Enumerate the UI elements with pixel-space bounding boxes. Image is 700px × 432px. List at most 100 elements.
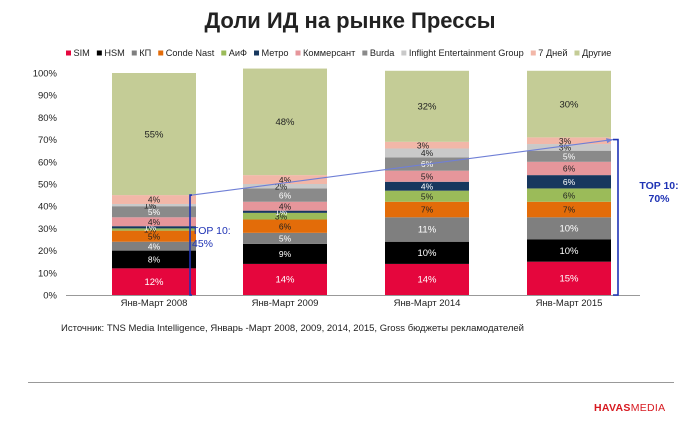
x-tick-label-0: Янв-Март 2008 xyxy=(121,298,188,309)
bar-segment-1-3 xyxy=(527,239,611,262)
y-tick-label: 40% xyxy=(38,202,58,213)
bar-segment-5-1 xyxy=(243,210,327,213)
bar-segment-6-3 xyxy=(527,161,611,176)
bar-label-5-1: 1% xyxy=(275,207,288,217)
legend-swatch-3 xyxy=(158,50,164,56)
bar-label-2-1: 5% xyxy=(279,234,292,244)
bar-label-4-0: 1% xyxy=(144,225,157,235)
bar-label-0-1: 14% xyxy=(275,275,295,286)
top10-left-value: 45% xyxy=(192,238,214,250)
bar-segment-10-2 xyxy=(385,70,469,142)
bar-label-1-3: 10% xyxy=(559,246,579,257)
bar-segment-4-0 xyxy=(112,228,196,231)
top10-right-value: 70% xyxy=(648,193,670,205)
top10-left-label: TOP 10: xyxy=(192,225,231,237)
havas-media-logo: HAVASMEDIA xyxy=(594,402,666,414)
bar-segment-0-2 xyxy=(385,263,469,295)
bar-label-4-3: 6% xyxy=(563,190,576,200)
y-tick-label: 10% xyxy=(38,268,58,279)
bar-label-10-1: 48% xyxy=(275,117,295,128)
bar-label-0-0: 12% xyxy=(144,277,164,288)
bar-segment-4-3 xyxy=(527,188,611,202)
bar-segment-9-2 xyxy=(385,141,469,149)
bar-label-3-3: 7% xyxy=(563,205,576,215)
legend-swatch-0 xyxy=(66,50,71,56)
bar-label-2-3: 10% xyxy=(559,224,579,235)
top10-left-annotation: TOP 10: 45% xyxy=(192,225,234,251)
bar-segment-3-3 xyxy=(527,201,611,218)
bar-label-10-0: 55% xyxy=(144,129,164,140)
bar-label-3-2: 7% xyxy=(421,205,434,215)
source-note: Источник: TNS Media Intelligence, Январь… xyxy=(61,323,524,334)
bar-segment-9-0 xyxy=(112,195,196,204)
y-tick-label: 90% xyxy=(38,91,58,102)
bar-label-1-1: 9% xyxy=(279,249,292,259)
bar-segment-5-2 xyxy=(385,181,469,191)
bar-label-8-1: 2% xyxy=(275,181,288,191)
bar-segment-10-1 xyxy=(243,68,327,176)
bar-label-4-2: 5% xyxy=(421,191,434,201)
bar-segment-6-2 xyxy=(385,170,469,182)
bar-segment-7-1 xyxy=(243,188,327,202)
bar-segment-0-0 xyxy=(112,268,196,295)
legend-label-2: КП xyxy=(139,48,151,58)
bar-label-5-2: 4% xyxy=(421,181,434,191)
legend-swatch-9 xyxy=(530,50,536,56)
legend-swatch-10 xyxy=(574,50,580,56)
bar-label-9-0: 4% xyxy=(148,195,161,205)
bar-label-0-3: 15% xyxy=(559,274,579,285)
legend-label-1: HSM xyxy=(104,48,124,58)
legend-label-6: Коммерсант xyxy=(303,48,356,58)
bar-label-7-3: 5% xyxy=(563,151,576,161)
bar-segment-2-2 xyxy=(385,217,469,242)
bar-segment-1-2 xyxy=(385,241,469,264)
bar-segment-4-2 xyxy=(385,190,469,202)
bar-segment-10-0 xyxy=(112,73,196,196)
bar-label-5-3: 6% xyxy=(563,177,576,187)
legend-swatch-7 xyxy=(362,50,368,56)
legend-swatch-8 xyxy=(401,50,407,56)
bar-label-8-3: 3% xyxy=(559,143,572,153)
bar-segment-8-1 xyxy=(243,184,327,189)
bar-segment-2-1 xyxy=(243,232,327,244)
bar-segment-6-1 xyxy=(243,201,327,211)
legend-label-9: 7 Дней xyxy=(538,48,567,58)
top10-right-annotation: TOP 10: 70% xyxy=(631,180,687,206)
bar-label-4-1: 3% xyxy=(275,211,288,221)
legend-label-7: Burda xyxy=(370,48,395,58)
legend-swatch-6 xyxy=(295,50,301,56)
bar-label-6-3: 6% xyxy=(563,164,576,174)
bar-segment-3-1 xyxy=(243,219,327,233)
bar-label-3-0: 5% xyxy=(148,231,161,241)
bar-label-9-2: 3% xyxy=(417,140,430,150)
bar-segment-4-1 xyxy=(243,212,327,220)
x-tick-label-1: Янв-Март 2009 xyxy=(252,298,319,309)
bar-label-5-0: 1% xyxy=(144,222,157,232)
bar-label-1-2: 10% xyxy=(417,248,437,259)
y-tick-label: 30% xyxy=(38,224,58,235)
legend-swatch-5 xyxy=(254,50,260,56)
bar-segment-1-1 xyxy=(243,243,327,264)
y-tick-label: 20% xyxy=(38,246,58,257)
bar-label-9-1: 4% xyxy=(279,175,292,185)
y-tick-label: 60% xyxy=(38,157,58,168)
bar-segment-0-1 xyxy=(243,263,327,295)
legend-label-5: Метро xyxy=(262,48,289,58)
bar-segment-3-0 xyxy=(112,230,196,242)
bar-segment-0-3 xyxy=(527,261,611,295)
bar-segment-8-2 xyxy=(385,148,469,158)
bar-segment-7-3 xyxy=(527,150,611,162)
bar-label-8-0: 1% xyxy=(144,200,157,210)
bar-segment-8-3 xyxy=(527,144,611,151)
top10-right-bracket xyxy=(613,138,619,296)
bar-segment-2-0 xyxy=(112,241,196,251)
y-tick-label: 70% xyxy=(38,135,58,146)
bar-label-6-1: 4% xyxy=(279,201,292,211)
bar-label-2-2: 11% xyxy=(418,225,437,236)
bar-label-2-0: 4% xyxy=(148,241,161,251)
bar-segment-8-0 xyxy=(112,203,196,207)
legend-label-3: Conde Nast xyxy=(166,48,215,58)
chart-title: Доли ИД на рынке Прессы xyxy=(204,8,496,33)
y-tick-label: 100% xyxy=(33,69,58,80)
